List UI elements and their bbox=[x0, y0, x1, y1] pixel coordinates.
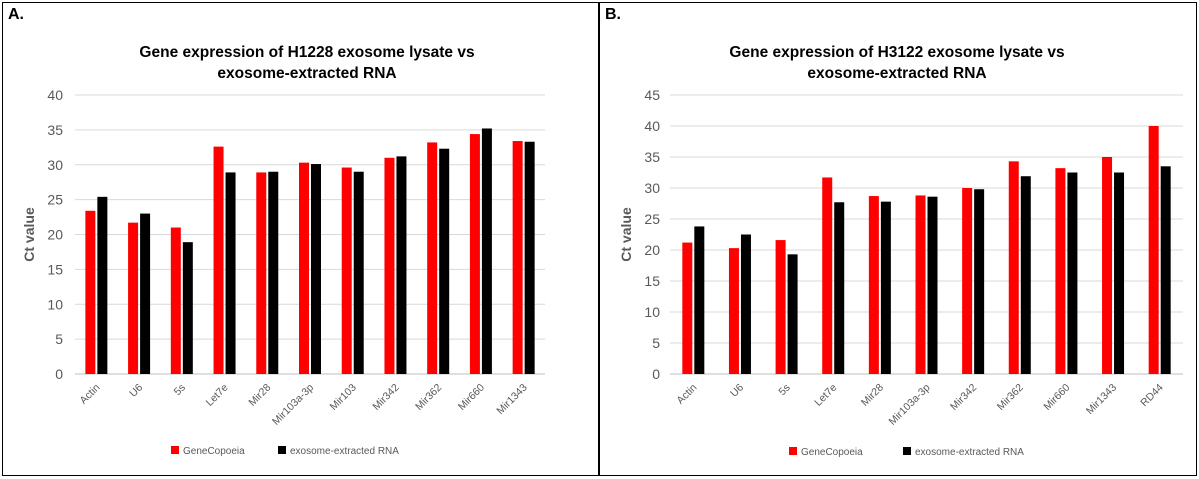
panel-a-label: A. bbox=[8, 6, 24, 23]
panel-b-frame bbox=[599, 2, 1197, 476]
panel-a-frame bbox=[2, 2, 599, 476]
panel-b-label: B. bbox=[605, 6, 621, 23]
